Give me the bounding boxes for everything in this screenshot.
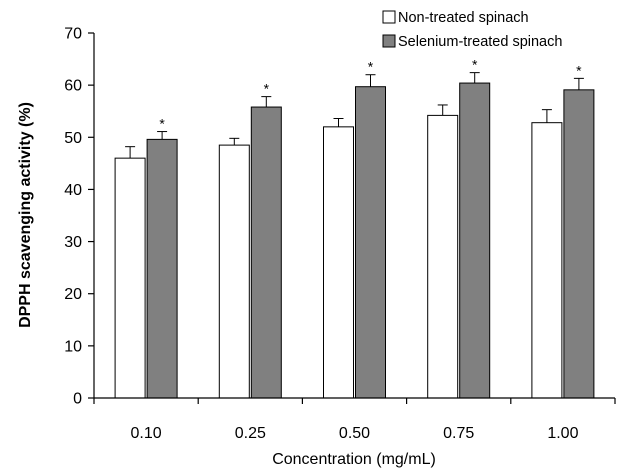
bar-selenium-treated-0.50 xyxy=(355,86,386,399)
significance-marker: * xyxy=(264,81,270,97)
legend-label-non-treated: Non-treated spinach xyxy=(398,10,529,26)
x-tick-label: 0.10 xyxy=(131,425,162,442)
significance-marker: * xyxy=(576,62,582,78)
bar-non-treated-0.50 xyxy=(323,126,354,399)
y-tick-label: 10 xyxy=(64,338,82,355)
bar-non-treated-0.75 xyxy=(427,114,459,399)
x-axis-ticks: 0.10 0.25 0.50 0.75 1.00 xyxy=(93,398,616,442)
plot-area: * * * * * xyxy=(114,57,595,399)
x-tick-label: 1.00 xyxy=(547,425,578,442)
x-tick-label: 0.25 xyxy=(235,425,266,442)
y-tick-label: 50 xyxy=(64,130,82,147)
bar-selenium-treated-0.75 xyxy=(459,82,491,399)
y-tick-label: 0 xyxy=(73,391,82,408)
bar-non-treated-0.25 xyxy=(218,144,250,399)
x-tick-label: 0.50 xyxy=(339,425,370,442)
significance-marker: * xyxy=(472,57,478,73)
y-tick-label: 30 xyxy=(64,234,82,251)
y-tick-label: 40 xyxy=(64,182,82,199)
bar-non-treated-0.10 xyxy=(114,157,146,399)
bar-non-treated-1.00 xyxy=(531,122,563,399)
legend: Non-treated spinach Selenium-treated spi… xyxy=(382,10,562,50)
y-axis-title: DPPH scavenging activity (%) xyxy=(17,102,34,328)
legend-label-selenium-treated: Selenium-treated spinach xyxy=(398,34,562,50)
bar-selenium-treated-0.25 xyxy=(250,106,282,399)
bar-selenium-treated-0.10 xyxy=(146,138,178,399)
bar-selenium-treated-1.00 xyxy=(563,89,595,399)
y-tick-label: 20 xyxy=(64,286,82,303)
y-axis-ticks: 0 10 20 30 40 50 60 70 xyxy=(64,26,94,408)
legend-swatch-selenium-treated xyxy=(382,34,396,48)
significance-marker: * xyxy=(159,116,165,132)
x-axis-title: Concentration (mg/mL) xyxy=(272,451,436,468)
y-tick-label: 60 xyxy=(64,78,82,95)
legend-swatch-non-treated xyxy=(382,10,396,24)
significance-marker: * xyxy=(368,59,374,75)
y-tick-label: 70 xyxy=(64,26,82,43)
x-tick-label: 0.75 xyxy=(443,425,474,442)
